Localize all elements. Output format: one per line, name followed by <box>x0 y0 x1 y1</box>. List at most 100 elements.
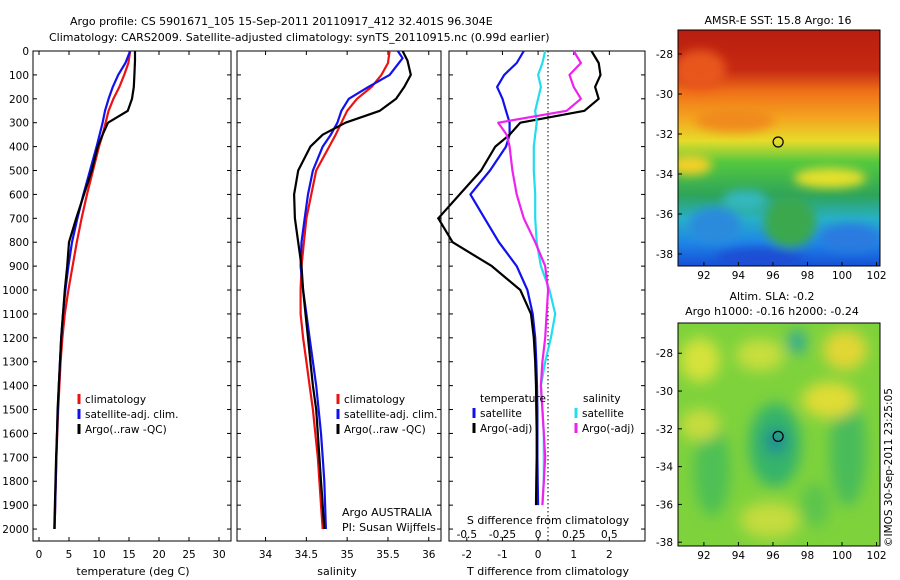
temperature-axes-frame <box>32 50 232 542</box>
x-tick-label: -1 <box>497 549 507 561</box>
map-y-tick-label: -30 <box>656 386 673 398</box>
x-tick-label: 34.5 <box>295 549 318 561</box>
map-y-tick-label: -32 <box>656 424 673 436</box>
depth-tick-label: 1900 <box>2 500 29 512</box>
depth-tick-label: 1300 <box>2 357 29 369</box>
depth-tick-label: 1500 <box>2 405 29 417</box>
map-x-tick-label: 98 <box>801 270 814 282</box>
series-line-argo-raw-qc- <box>293 50 412 530</box>
sst-map-panel: AMSR-E SST: 15.8 Argo: 16 92 94 96 98 100 102… <box>656 14 887 282</box>
difference-legend: temperature salinity satellite Argo(-adj) sa… <box>472 393 634 435</box>
x-tick-label: 35 <box>340 549 353 561</box>
depth-tick-label: 1700 <box>2 452 29 464</box>
map-x-tick-label: 98 <box>801 550 814 562</box>
difference-x-axis: -2 -1 0 1 2 -0.5 -0.25 0 0.25 0.5 <box>457 51 618 561</box>
s-tick-label: -0.25 <box>489 529 516 541</box>
map-y-tick-label: -36 <box>656 209 673 221</box>
depth-tick-label: 1800 <box>2 476 29 488</box>
legend-label: climatology <box>85 394 146 406</box>
x-tick-label: 25 <box>182 549 195 561</box>
x-tick-label: 30 <box>212 549 225 561</box>
figure-title-line2: Climatology: CARS2009. Satellite-adjuste… <box>49 31 550 44</box>
x-tick-label: 36 <box>422 549 436 561</box>
sst-map-title: AMSR-E SST: 15.8 Argo: 16 <box>704 14 851 27</box>
series-line-argo-adj- <box>437 50 602 506</box>
salinity-legend: climatology satellite-adj. clim. Argo(..ra… <box>336 394 437 436</box>
legend-title-salinity: salinity <box>583 393 621 405</box>
depth-axis: 0 100 200 300 400 500 600 700 800 900 1000 1100 1200… <box>2 46 231 536</box>
difference-series <box>437 50 602 506</box>
legend-label: satellite <box>582 408 624 420</box>
depth-tick-label: 300 <box>9 118 29 130</box>
map-x-tick-label: 94 <box>732 550 746 562</box>
legend-label: satellite <box>480 408 522 420</box>
depth-tick-label: 800 <box>9 237 29 249</box>
map-y-tick-label: -38 <box>656 537 673 549</box>
depth-tick-label: 1100 <box>2 309 29 321</box>
depth-tick-label: 1200 <box>2 333 29 345</box>
x-tick-label: 20 <box>152 549 165 561</box>
float-pi-label: PI: Susan Wijffels <box>342 521 436 534</box>
depth-tick-label: 200 <box>9 94 29 106</box>
imos-timestamp: ©IMOS 30-Sep-2011 23:25:05 <box>883 388 895 547</box>
float-owner-label: Argo AUSTRALIA <box>342 506 432 519</box>
sla-field <box>678 323 880 546</box>
series-line-satellite-adj-clim- <box>53 50 132 530</box>
legend-label: Argo(-adj) <box>480 423 532 435</box>
x-tick-label: 5 <box>66 549 73 561</box>
legend-title-temperature: temperature <box>480 393 546 405</box>
depth-tick-label: 900 <box>9 261 29 273</box>
map-x-tick-label: 92 <box>697 550 710 562</box>
depth-tick-label: 1400 <box>2 381 29 393</box>
s-tick-label: -0.5 <box>457 529 478 541</box>
map-y-tick-label: -36 <box>656 499 673 511</box>
depth-tick-label: 2000 <box>2 524 29 536</box>
series-line-satellite-adj-clim- <box>299 50 404 530</box>
depth-tick-label: 500 <box>9 166 29 178</box>
x-tick-label: 34 <box>259 549 273 561</box>
x-tick-label: 35.5 <box>376 549 399 561</box>
temperature-xlabel: temperature (deg C) <box>76 565 189 578</box>
sla-map-title-line2: Argo h1000: -0.16 h2000: -0.24 <box>685 305 859 318</box>
map-x-tick-label: 92 <box>697 270 710 282</box>
x-tick-label: 1 <box>570 549 577 561</box>
series-line-climatology <box>299 50 391 530</box>
x-tick-label: 10 <box>92 549 105 561</box>
series-line-satellite <box>469 50 540 506</box>
temperature-panel: 0100200300400500600700800900100011001200… <box>2 46 232 578</box>
s-tick-label: 0.5 <box>601 529 618 541</box>
depth-tick-label: 1600 <box>2 428 29 440</box>
s-tick-label: 0.25 <box>562 529 585 541</box>
map-y-tick-label: -30 <box>656 89 673 101</box>
salinity-depth-ticks <box>237 50 441 530</box>
legend-label: Argo(..raw -QC) <box>85 424 167 436</box>
difference-depth-ticks <box>449 50 645 530</box>
depth-tick-label: 0 <box>22 46 29 58</box>
depth-tick-label: 1000 <box>2 285 29 297</box>
map-y-tick-label: -28 <box>656 348 673 360</box>
x-tick-label: 0 <box>36 549 43 561</box>
sst-map-axes: 92 94 96 98 100 102 -28 -30 -32 -34 -36 -38 <box>656 49 887 282</box>
map-y-tick-label: -32 <box>656 129 673 141</box>
x-tick-label: -2 <box>462 549 472 561</box>
legend-label: climatology <box>344 394 405 406</box>
sla-map-title-line1: Altim. SLA: -0.2 <box>729 290 814 303</box>
argo-location-marker <box>772 136 784 148</box>
map-y-tick-label: -34 <box>656 169 673 181</box>
difference-axes-frame <box>448 50 646 542</box>
legend-label: satellite-adj. clim. <box>85 409 178 421</box>
salinity-axes-frame <box>236 50 442 542</box>
sst-field <box>678 30 880 266</box>
map-y-tick-label: -34 <box>656 462 673 474</box>
map-x-tick-label: 96 <box>766 270 780 282</box>
temperature-series <box>53 50 137 530</box>
legend-label: Argo(-adj) <box>582 423 634 435</box>
sla-map-panel: Altim. SLA: -0.2 Argo h1000: -0.16 h2000… <box>656 290 887 562</box>
figure-title-line1: Argo profile: CS 5901671_105 15-Sep-2011… <box>70 15 493 28</box>
x-tick-label: 2 <box>606 549 613 561</box>
s-tick-label: 0 <box>535 529 542 541</box>
map-y-tick-label: -28 <box>656 49 673 61</box>
depth-tick-label: 400 <box>9 142 29 154</box>
t-difference-xlabel: T difference from climatology <box>466 565 629 578</box>
